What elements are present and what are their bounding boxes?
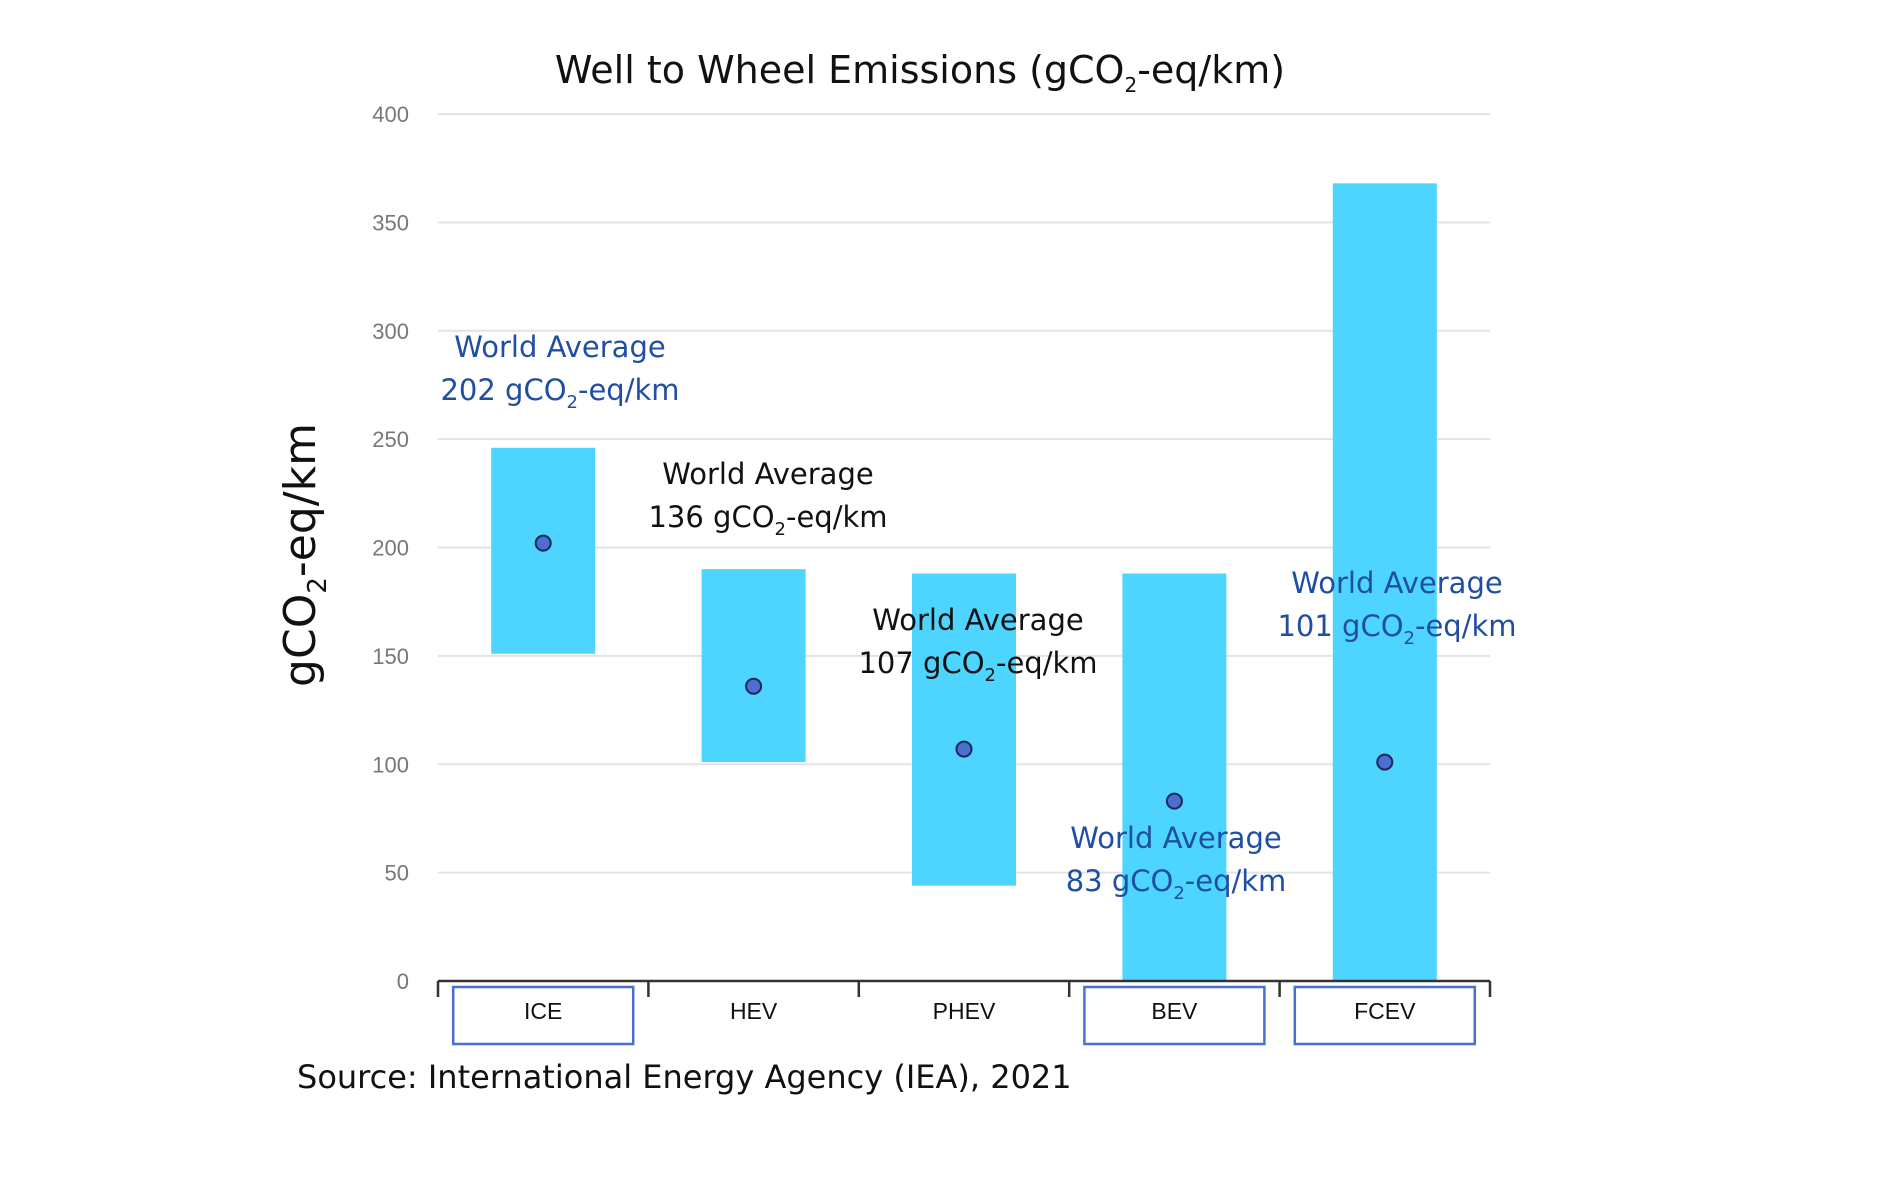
annotation-value-unit: -eq/km	[1185, 864, 1287, 898]
annotation-heading: World Average	[1070, 821, 1281, 855]
annotation-value-unit: -eq/km	[1415, 609, 1517, 643]
category-label-hev: HEV	[730, 998, 778, 1024]
annotation-heading: World Average	[662, 457, 873, 491]
annotation-ice: World Average 202 gCO2-eq/km	[440, 330, 679, 413]
bar-fcev	[1332, 183, 1437, 982]
bar-bev	[1122, 573, 1227, 981]
annotation-value: 83 gCO2-eq/km	[1066, 864, 1287, 904]
y-tick-label: 150	[372, 644, 409, 669]
average-markers	[534, 534, 1394, 810]
y-tick-label: 200	[372, 536, 409, 561]
y-tick-label: 100	[372, 752, 409, 777]
y-tick-label: 250	[372, 427, 409, 452]
category-label-ice: ICE	[524, 998, 562, 1024]
y-tick-label: 400	[372, 102, 409, 127]
bars	[491, 183, 1437, 982]
y-tick-label: 50	[385, 861, 409, 886]
annotation-heading: World Average	[454, 330, 665, 364]
annotation-value-text: 107 gCO	[858, 646, 984, 680]
annotation-heading: World Average	[872, 603, 1083, 637]
annotation-value-unit: -eq/km	[996, 646, 1098, 680]
average-marker-ice	[534, 534, 552, 552]
category-label-phev: PHEV	[933, 998, 996, 1024]
annotation-value: 107 gCO2-eq/km	[858, 646, 1097, 686]
annotation-value-subscript: 2	[567, 392, 578, 413]
annotation-bev: World Average 83 gCO2-eq/km	[1066, 821, 1287, 904]
y-axis-label: gCO2-eq/km	[275, 423, 333, 687]
x-axis	[436, 979, 1492, 997]
annotation-value-subscript: 2	[985, 665, 996, 686]
annotation-value-unit: -eq/km	[786, 500, 888, 534]
annotation-fcev: World Average 101 gCO2-eq/km	[1277, 566, 1516, 649]
category-box-ice	[451, 985, 635, 1046]
annotation-value-text: 202 gCO	[440, 373, 566, 407]
bar-phev	[912, 573, 1016, 886]
y-tick-label: 0	[397, 969, 409, 994]
category-label-bev: BEV	[1151, 998, 1198, 1024]
x-axis-categories: ICE HEV PHEV BEV FCEV	[451, 985, 1477, 1046]
annotation-value-subscript: 2	[1404, 628, 1415, 649]
y-tick-label: 300	[372, 319, 409, 344]
annotation-value-subscript: 2	[1173, 883, 1184, 904]
average-marker-fcev	[1376, 753, 1394, 771]
source-note: Source: International Energy Agency (IEA…	[297, 1058, 1072, 1096]
average-marker-phev	[955, 740, 973, 758]
annotation-value: 202 gCO2-eq/km	[440, 373, 679, 413]
annotation-value-text: 101 gCO	[1277, 609, 1403, 643]
y-axis-ticks: 0 50 100 150 200 250 300 350 400	[372, 102, 409, 994]
category-label-fcev: FCEV	[1354, 998, 1416, 1024]
annotation-value-subscript: 2	[775, 519, 786, 540]
annotation-phev: World Average 107 gCO2-eq/km	[858, 603, 1097, 686]
annotation-heading: World Average	[1291, 566, 1502, 600]
annotation-value-text: 136 gCO	[648, 500, 774, 534]
category-box-bev	[1083, 985, 1266, 1046]
y-tick-label: 350	[372, 210, 409, 235]
annotation-value-text: 83 gCO	[1066, 864, 1174, 898]
bar-hev	[701, 569, 806, 763]
annotation-value: 101 gCO2-eq/km	[1277, 609, 1516, 649]
category-box-fcev	[1293, 985, 1477, 1046]
average-marker-bev	[1165, 792, 1183, 810]
annotation-hev: World Average 136 gCO2-eq/km	[648, 457, 887, 540]
annotation-value-unit: -eq/km	[578, 373, 680, 407]
average-marker-hev	[745, 677, 763, 695]
chart-title: Well to Wheel Emissions (gCO2-eq/km)	[555, 48, 1285, 97]
annotation-value: 136 gCO2-eq/km	[648, 500, 887, 540]
